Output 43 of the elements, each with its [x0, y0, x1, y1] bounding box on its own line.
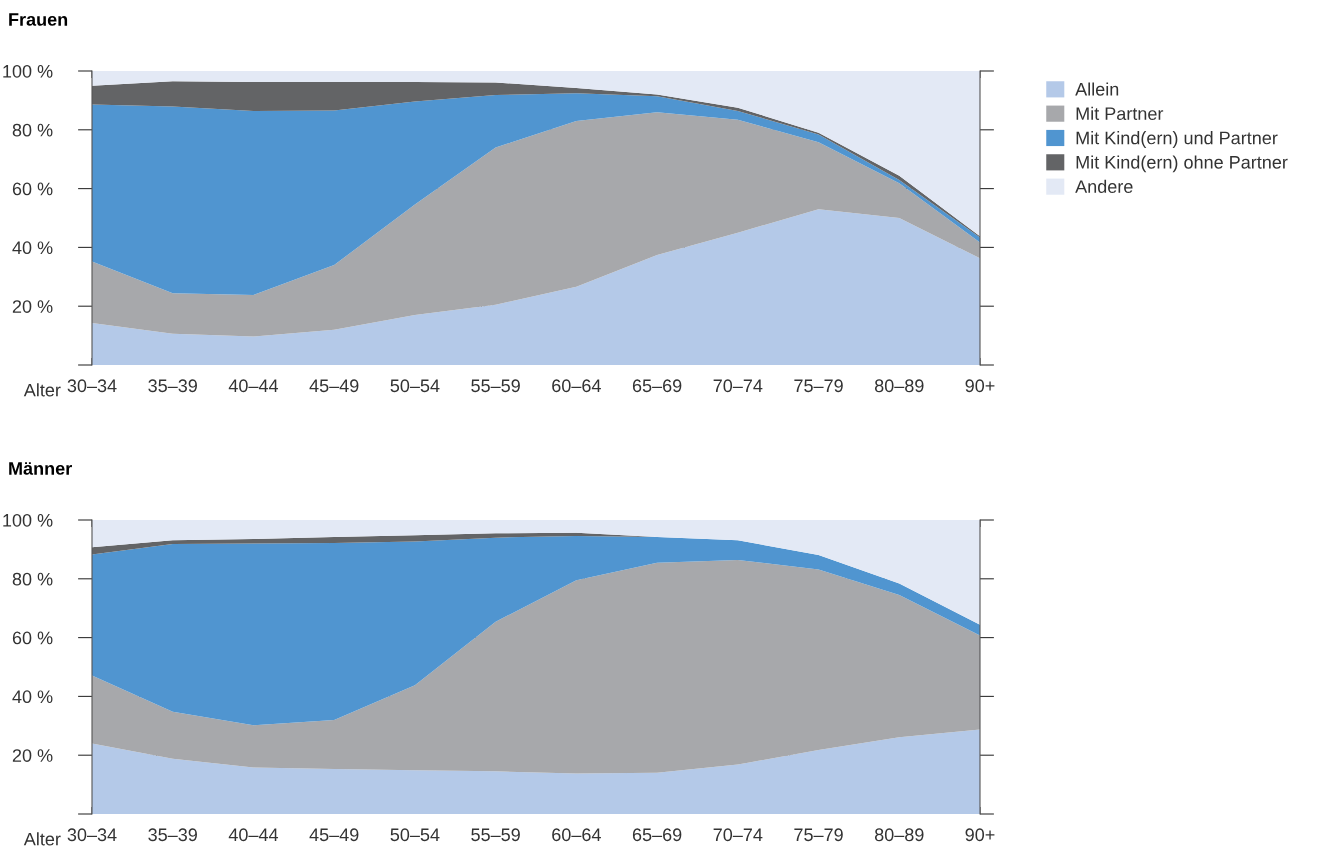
x-tick-label: 35–39 [148, 828, 197, 842]
y-tick-label: 40 % [12, 690, 53, 704]
y-tick-label: 40 % [12, 241, 53, 255]
x-axis-title: Alter [23, 832, 61, 846]
x-tick-label: 60–64 [552, 828, 601, 842]
x-tick-label: 30–34 [67, 379, 117, 393]
x-tick-label: 35–39 [148, 379, 197, 393]
chart-title: Männer [9, 462, 72, 475]
x-tick-label: 45–49 [309, 828, 359, 842]
x-axis-title: Alter [23, 383, 61, 397]
y-tick-label: 60 % [12, 182, 53, 196]
legend-label: Allein [1075, 82, 1119, 96]
x-tick-label: 90+ [965, 379, 995, 393]
y-tick-label: 60 % [12, 631, 53, 645]
legend-label: Mit Kind(ern) und Partner [1076, 131, 1278, 148]
x-tick-label: 40–44 [228, 828, 279, 842]
y-tick-label: 80 % [12, 123, 53, 137]
x-tick-label: 45–49 [309, 379, 359, 393]
x-tick-label: 70–74 [713, 379, 763, 393]
x-tick-label: 50–54 [390, 828, 440, 842]
x-tick-label: 75–79 [794, 379, 843, 393]
x-tick-label: 55–59 [471, 828, 520, 842]
y-tick-label: 100 % [3, 513, 53, 527]
x-tick-label: 65–69 [632, 828, 682, 842]
legend-label: Mit Kind(ern) ohne Partner [1076, 155, 1288, 173]
x-tick-label: 80–89 [874, 379, 924, 393]
legend-label: Mit Partner [1076, 106, 1164, 121]
x-tick-label: 70–74 [713, 828, 763, 842]
legend-label: Andere [1075, 179, 1133, 194]
y-tick-label: 100 % [3, 64, 53, 78]
chart-title: Frauen [9, 13, 68, 26]
x-tick-label: 65–69 [632, 379, 682, 393]
x-tick-label: 90+ [965, 828, 995, 842]
x-tick-label: 50–54 [390, 379, 440, 393]
x-tick-label: 60–64 [552, 379, 601, 393]
x-tick-label: 55–59 [471, 379, 520, 393]
x-tick-label: 75–79 [794, 828, 843, 842]
x-tick-label: 30–34 [67, 828, 117, 842]
y-tick-label: 20 % [12, 749, 53, 762]
y-tick-label: 20 % [12, 300, 53, 313]
y-tick-label: 80 % [12, 572, 53, 586]
x-tick-label: 80–89 [874, 828, 924, 842]
x-tick-label: 40–44 [228, 379, 279, 393]
